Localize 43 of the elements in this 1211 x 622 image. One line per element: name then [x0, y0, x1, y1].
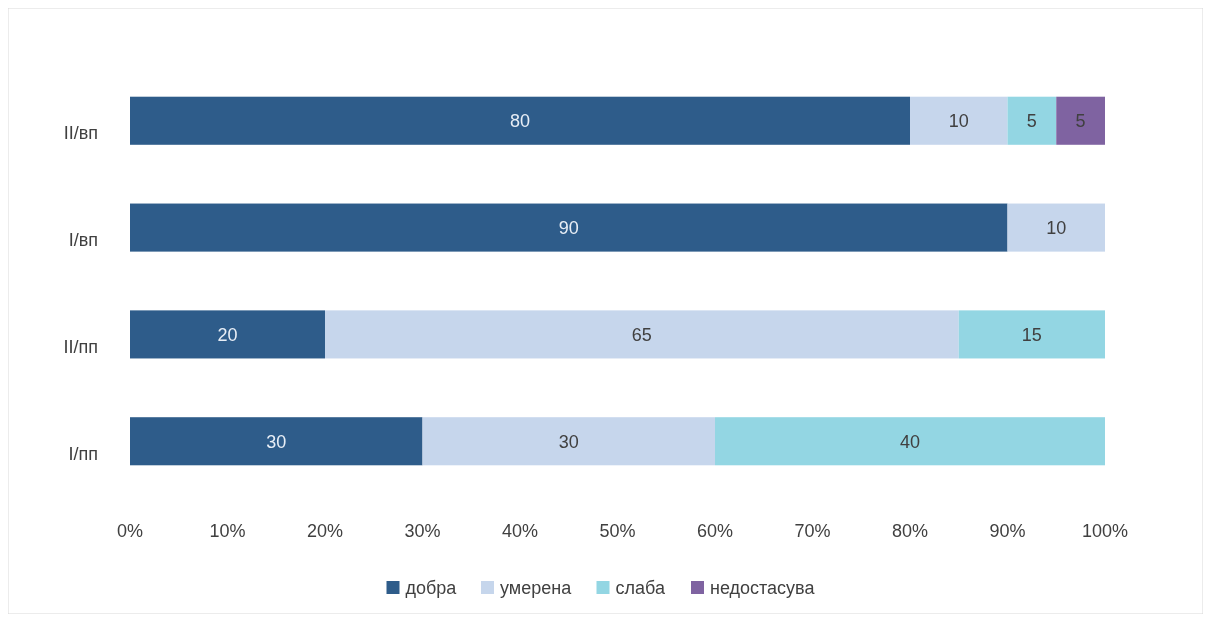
data-label: 80 [509, 111, 531, 132]
x-tick-label: 20% [306, 521, 344, 541]
bar [130, 310, 325, 359]
x-tick-label: 0% [116, 521, 144, 541]
x-tick-label: 90% [989, 521, 1026, 541]
bar [1056, 96, 1105, 145]
data-label: 90 [558, 217, 579, 238]
bar [1007, 96, 1057, 145]
x-tick-label: 80% [891, 521, 929, 541]
bar [130, 96, 910, 145]
bar [130, 203, 1008, 252]
legend-label: умерена [500, 578, 573, 599]
data-label: 30 [266, 431, 287, 452]
bar [130, 417, 423, 466]
bar [325, 310, 959, 359]
x-tick-label: 30% [404, 521, 441, 541]
y-tick-label: II/пп [63, 336, 98, 357]
data-label: 20 [217, 324, 238, 345]
legend-label: недостасува [710, 578, 816, 599]
bar [715, 417, 1105, 466]
bar [910, 96, 1008, 145]
legend-label: добра [405, 578, 458, 599]
x-tick-label: 50% [599, 521, 636, 541]
bar [422, 417, 715, 466]
data-label: 10 [1046, 217, 1067, 238]
data-label: 40 [899, 431, 921, 452]
x-tick-label: 40% [501, 521, 539, 541]
x-tick-label: 60% [696, 521, 734, 541]
legend-label: слаба [615, 578, 666, 599]
data-label: 10 [948, 111, 969, 132]
x-tick-label: 70% [794, 521, 831, 541]
y-tick-label: I/пп [68, 443, 98, 464]
data-label: 65 [631, 324, 652, 345]
y-tick-label: II/вп [63, 123, 98, 144]
x-tick-label: 10% [209, 521, 246, 541]
data-label: 5 [1075, 111, 1086, 132]
data-label: 15 [1021, 324, 1042, 345]
bar [1007, 203, 1105, 252]
data-label: 30 [558, 431, 579, 452]
y-tick-label: I/вп [68, 229, 98, 250]
x-tick-label: 100% [1081, 521, 1129, 541]
data-label: 5 [1026, 111, 1037, 132]
bar [958, 310, 1105, 359]
